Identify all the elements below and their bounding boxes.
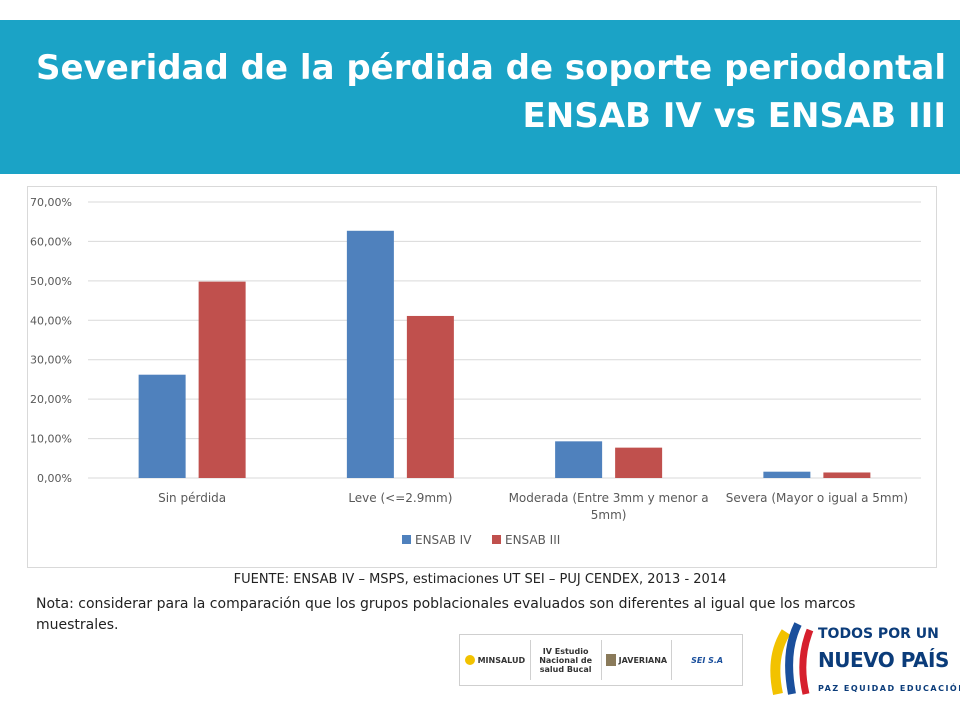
bar-ensab-iv [138,374,186,478]
javeriana-logo: JAVERIANA [602,640,673,680]
bar-ensab-iv [346,230,394,478]
javeriana-label: JAVERIANA [618,655,668,665]
bar-ensab-iii [615,447,663,478]
legend-swatch [402,535,411,544]
sei-label: SEI S.A [691,655,724,665]
partner-logos: MINSALUD IV Estudio Nacional de salud Bu… [459,634,743,686]
legend-swatch [492,535,501,544]
y-tick-label: 30,00% [30,354,72,367]
bar-ensab-iii [198,281,246,478]
x-category-label: Leve (<=2.9mm) [348,491,452,505]
source-citation: FUENTE: ENSAB IV – MSPS, estimaciones UT… [233,572,727,587]
y-tick-label: 60,00% [30,235,72,248]
y-tick-label: 0,00% [37,472,72,485]
y-tick-label: 40,00% [30,314,72,327]
x-category-label: Moderada (Entre 3mm y menor a [509,491,709,505]
sei-logo: SEI S.A [672,640,742,680]
page-title-line2: ENSAB IV vs ENSAB III [522,96,946,136]
todos-por-un-nuevo-pais-logo [770,622,814,696]
page-title-line1: Severidad de la pérdida de soporte perio… [36,48,946,88]
bar-ensab-iii [823,472,871,478]
minsalud-logo: MINSALUD [460,640,531,680]
comparison-note: Nota: considerar para la comparación que… [36,596,856,633]
estudio-label: IV Estudio Nacional de salud Bucal [539,646,593,674]
x-category-label: 5mm) [591,508,627,522]
gov-logo-line2: NUEVO PAÍS [818,648,949,672]
y-tick-label: 70,00% [30,196,72,209]
estudio-logo: IV Estudio Nacional de salud Bucal [531,640,602,680]
legend-label: ENSAB III [505,533,560,547]
minsalud-label: MINSALUD [477,655,526,665]
chart-container: 0,00% 10,00% 20,00% 30,00% 40,00% 50,00% 60,00… [27,186,937,568]
bar-chart: 0,00% 10,00% 20,00% 30,00% 40,00% 50,00% 60,00… [30,196,921,547]
bar-ensab-iii [406,315,454,478]
gov-logo-line1: TODOS POR UN [818,626,939,642]
y-tick-label: 50,00% [30,275,72,288]
legend-label: ENSAB IV [415,533,472,547]
title-banner: Severidad de la pérdida de soporte perio… [0,20,960,174]
y-tick-label: 10,00% [30,433,72,446]
x-category-label: Sin pérdida [158,491,226,505]
bar-ensab-iv [555,441,603,478]
bar-ensab-iv [763,471,811,478]
y-tick-label: 20,00% [30,393,72,406]
gov-logo-line3: PAZ EQUIDAD EDUCACIÓN [818,684,960,693]
x-category-label: Severa (Mayor o igual a 5mm) [726,491,908,505]
